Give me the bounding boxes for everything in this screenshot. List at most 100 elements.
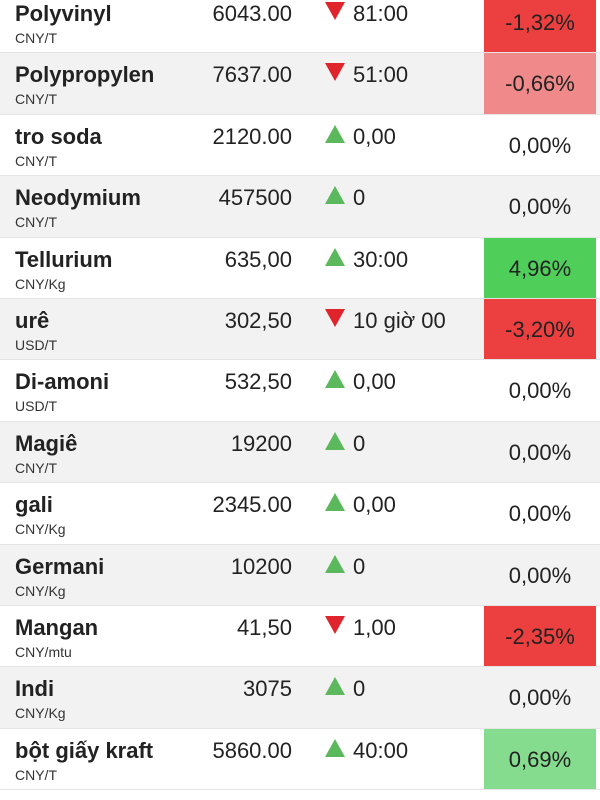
- percent-change: 4,96%: [484, 237, 596, 298]
- commodity-unit: CNY/Kg: [15, 275, 66, 292]
- down-arrow-icon: [325, 308, 345, 327]
- percent-change: -2,35%: [484, 605, 596, 667]
- percent-change: -0,66%: [484, 53, 596, 114]
- price-change-value: 0,00: [353, 123, 396, 149]
- price-change: 40:00: [325, 738, 408, 764]
- percent-change: 0,00%: [508, 501, 572, 527]
- percent-change: 0,00%: [508, 685, 572, 711]
- commodity-unit: CNY/T: [15, 30, 57, 46]
- price-change-value: 0: [353, 185, 366, 211]
- commodity-row-1[interactable]: Polypropylen CNY/T 7637.00 51:00 -0,66%: [0, 53, 600, 115]
- up-arrow-icon: [325, 493, 345, 512]
- commodity-name: Di-amoni: [15, 369, 110, 395]
- commodity-name: Germani: [15, 553, 105, 579]
- commodity-price: 2120.00: [212, 123, 292, 149]
- commodity-name: Polypropylen: [15, 62, 155, 88]
- down-arrow-icon: [325, 615, 345, 634]
- price-change-value: 40:00: [353, 737, 409, 763]
- price-change: 0: [325, 554, 365, 580]
- price-change-value: 0: [353, 430, 366, 456]
- commodity-price: 6043.00: [212, 1, 292, 26]
- commodity-unit: USD/T: [15, 336, 57, 353]
- commodity-row-11[interactable]: Indi CNY/Kg 3075 0 0,00%: [0, 667, 600, 729]
- percent-change: 0,00%: [508, 562, 572, 588]
- commodity-unit: CNY/mtu: [15, 643, 72, 660]
- percent-change: 0,00%: [508, 378, 572, 404]
- price-change: 81:00: [325, 1, 408, 27]
- commodity-row-2[interactable]: tro soda CNY/T 2120.00 0,00 0,00%: [0, 115, 600, 177]
- price-change-value: 30:00: [353, 246, 409, 272]
- price-change-value: 0,00: [353, 369, 396, 395]
- commodity-unit: CNY/Kg: [15, 582, 66, 599]
- percent-change: -3,20%: [484, 298, 596, 360]
- commodity-price: 2345.00: [212, 492, 292, 518]
- commodity-row-5[interactable]: urê USD/T 302,50 10 giờ 00 -3,20%: [0, 298, 600, 361]
- commodity-row-8[interactable]: gali CNY/Kg 2345.00 0,00 0,00%: [0, 483, 600, 545]
- percent-change: 0,00%: [508, 439, 572, 465]
- commodity-name: tro soda: [15, 123, 102, 149]
- commodity-unit: CNY/T: [15, 459, 57, 476]
- commodity-row-0[interactable]: Polyvinyl CNY/T 6043.00 81:00 -1,32%: [0, 0, 600, 54]
- commodity-name: bột giấy kraft: [15, 737, 154, 763]
- commodity-name: gali: [15, 492, 53, 518]
- commodity-price: 7637.00: [212, 62, 292, 88]
- up-arrow-icon: [325, 247, 345, 266]
- price-change: 0: [325, 431, 365, 457]
- up-arrow-icon: [325, 554, 345, 573]
- commodity-unit: USD/T: [15, 398, 57, 415]
- price-change: 1,00: [325, 615, 396, 641]
- up-arrow-icon: [325, 186, 345, 205]
- price-change-value: 81:00: [353, 1, 409, 26]
- commodity-price: 5860.00: [212, 737, 292, 763]
- commodity-price: 10200: [230, 553, 292, 579]
- commodity-price: 41,50: [236, 614, 292, 640]
- commodity-unit: CNY/Kg: [15, 705, 66, 722]
- price-change-value: 51:00: [353, 62, 409, 88]
- up-arrow-icon: [325, 431, 345, 450]
- commodity-row-7[interactable]: Magiê CNY/T 19200 0 0,00%: [0, 421, 600, 484]
- commodity-row-9[interactable]: Germani CNY/Kg 10200 0 0,00%: [0, 544, 600, 606]
- commodity-name: Indi: [15, 676, 55, 702]
- commodity-price: 532,50: [224, 369, 292, 395]
- commodity-row-12[interactable]: bột giấy kraft CNY/T 5860.00 40:00 0,69%: [0, 728, 600, 791]
- price-change: 0,00: [325, 492, 396, 518]
- commodity-row-4[interactable]: Tellurium CNY/Kg 635,00 30:00 4,96%: [0, 237, 600, 299]
- commodity-name: urê: [15, 307, 50, 333]
- percent-change: 0,00%: [508, 194, 572, 220]
- up-arrow-icon: [325, 370, 345, 389]
- commodity-unit: CNY/T: [15, 214, 57, 231]
- commodity-row-10[interactable]: Mangan CNY/mtu 41,50 1,00 -2,35%: [0, 605, 600, 668]
- price-change: 0: [325, 185, 365, 211]
- price-change: 30:00: [325, 247, 408, 273]
- percent-change: -1,32%: [484, 0, 596, 53]
- up-arrow-icon: [325, 738, 345, 757]
- percent-change: 0,00%: [508, 132, 572, 158]
- price-change: 0,00: [325, 369, 396, 395]
- percent-change: 0,69%: [484, 728, 596, 790]
- commodity-unit: CNY/T: [15, 91, 57, 108]
- price-change-value: 10 giờ 00: [353, 307, 446, 333]
- commodity-name: Magiê: [15, 430, 78, 456]
- commodity-name: Neodymium: [15, 185, 141, 211]
- price-change: 0: [325, 676, 365, 702]
- commodity-unit: CNY/T: [15, 152, 57, 169]
- commodity-price: 3075: [243, 676, 292, 702]
- price-change: 0,00: [325, 124, 396, 150]
- price-change-value: 1,00: [353, 614, 396, 640]
- commodity-name: Mangan: [15, 614, 99, 640]
- commodity-price: 19200: [230, 430, 292, 456]
- down-arrow-icon: [325, 2, 345, 20]
- commodity-unit: CNY/T: [15, 766, 57, 783]
- price-change-value: 0: [353, 553, 366, 579]
- commodity-row-3[interactable]: Neodymium CNY/T 457500 0 0,00%: [0, 176, 600, 238]
- commodity-row-6[interactable]: Di-amoni USD/T 532,50 0,00 0,00%: [0, 360, 600, 422]
- price-change: 51:00: [325, 62, 408, 88]
- price-change-value: 0,00: [353, 492, 396, 518]
- commodity-name: Polyvinyl: [15, 1, 112, 26]
- price-change-value: 0: [353, 676, 366, 702]
- commodity-price: 635,00: [224, 246, 292, 272]
- up-arrow-icon: [325, 677, 345, 696]
- commodity-price: 457500: [218, 185, 292, 211]
- up-arrow-icon: [325, 124, 345, 143]
